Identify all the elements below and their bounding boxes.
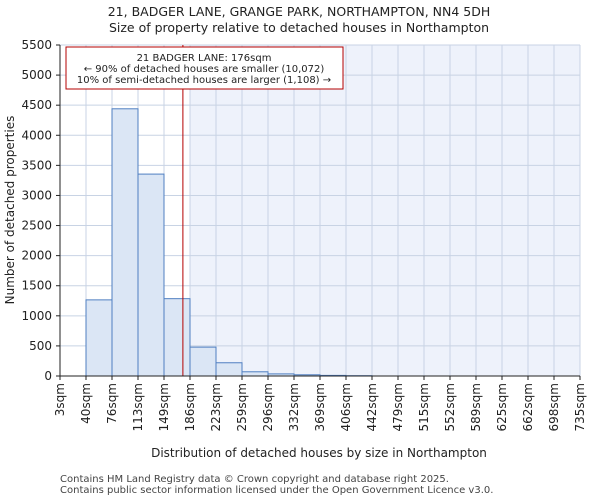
x-tick-label: 332sqm (287, 383, 301, 431)
y-tick-label: 1500 (21, 279, 52, 293)
histogram-bar (215, 362, 243, 377)
histogram-bar (137, 173, 165, 377)
histogram-bar (85, 299, 113, 377)
x-tick-label: 369sqm (313, 383, 327, 431)
annotation-box: 21 BADGER LANE: 176sqm ← 90% of detached… (65, 46, 344, 90)
x-tick-label: 479sqm (391, 383, 405, 431)
x-tick-label: 552sqm (443, 383, 457, 431)
x-tick-label: 223sqm (209, 383, 223, 431)
x-tick-label: 186sqm (183, 383, 197, 431)
histogram-bar (189, 346, 217, 377)
x-tick-label: 625sqm (495, 383, 509, 431)
y-tick-label: 2500 (21, 219, 52, 233)
x-tick-label: 735sqm (573, 383, 587, 431)
x-tick-label: 259sqm (235, 383, 249, 431)
larger-region-shade (190, 45, 580, 376)
y-tick-label: 500 (29, 339, 52, 353)
y-tick-label: 5000 (21, 68, 52, 82)
x-tick-label: 3sqm (53, 383, 67, 416)
x-tick-label: 442sqm (365, 383, 379, 431)
histogram-bar (111, 108, 139, 377)
x-tick-label: 40sqm (79, 383, 93, 424)
x-tick-label: 113sqm (131, 383, 145, 431)
annotation-line-1: 21 BADGER LANE: 176sqm (137, 53, 272, 64)
y-axis-label: Number of detached properties (3, 116, 17, 305)
y-tick-label: 3500 (21, 158, 52, 172)
annotation-line-3: 10% of semi-detached houses are larger (… (77, 75, 331, 86)
y-tick-label: 3000 (21, 188, 52, 202)
x-tick-label: 698sqm (547, 383, 561, 431)
histogram-bar (163, 298, 191, 377)
x-tick-label: 515sqm (417, 383, 431, 431)
annotation-border (65, 46, 344, 90)
histogram-chart: 21, BADGER LANE, GRANGE PARK, NORTHAMPTO… (3, 4, 587, 460)
plot-area: 0 500 1000 1500 2000 2500 3000 3500 4000 4500 5000… (21, 38, 587, 431)
y-tick-label: 4000 (21, 128, 52, 142)
histogram-bar (241, 371, 269, 377)
footer-line-2: Contains public sector information licen… (60, 485, 494, 496)
y-tick-label: 5500 (21, 38, 52, 52)
y-tick-label: 2000 (21, 249, 52, 263)
x-tick-label: 589sqm (469, 383, 483, 431)
x-tick-label: 662sqm (521, 383, 535, 431)
y-tick-label: 1000 (21, 309, 52, 323)
x-axis-label: Distribution of detached houses by size … (151, 446, 487, 460)
x-tick-label: 149sqm (157, 383, 171, 431)
chart-subtitle: Size of property relative to detached ho… (109, 20, 489, 35)
annotation-line-2: ← 90% of detached houses are smaller (10… (84, 64, 325, 75)
chart-title: 21, BADGER LANE, GRANGE PARK, NORTHAMPTO… (108, 4, 491, 19)
x-tick-label: 76sqm (105, 383, 119, 424)
y-tick-label: 4500 (21, 98, 52, 112)
y-tick-label: 0 (44, 369, 52, 383)
footer-line-1: Contains HM Land Registry data © Crown c… (60, 474, 449, 485)
x-tick-label: 406sqm (339, 383, 353, 431)
x-tick-label: 296sqm (261, 383, 275, 431)
